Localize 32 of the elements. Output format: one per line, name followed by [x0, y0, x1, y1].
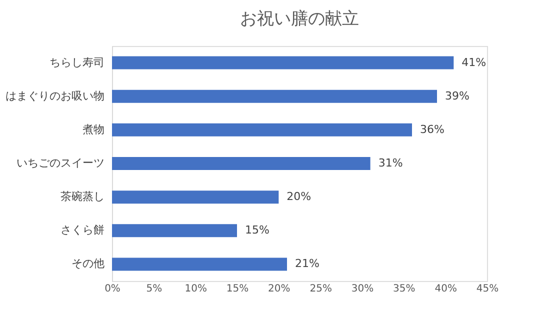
data-label: 20%: [286, 190, 312, 204]
data-label: 31%: [378, 156, 403, 170]
y-tick-label: ちらし寿司: [50, 56, 104, 69]
data-label: 41%: [462, 56, 486, 69]
y-tick-label: 茶碗蒸し: [60, 190, 104, 204]
bar: [112, 258, 287, 271]
y-tick-label: いちごのスイーツ: [16, 156, 104, 170]
x-tick-label: 35%: [393, 284, 416, 294]
data-label: 36%: [420, 122, 444, 136]
y-tick-label: その他: [72, 257, 104, 270]
data-label: 15%: [245, 224, 270, 237]
bar: [112, 90, 437, 103]
bar: [112, 224, 237, 238]
x-tick-label: 5%: [146, 284, 162, 294]
x-tick-label: 30%: [351, 284, 374, 294]
data-label: 39%: [445, 89, 470, 102]
x-tick-label: 0%: [104, 284, 120, 294]
bar: [112, 157, 370, 170]
x-tick-label: 45%: [476, 284, 499, 294]
x-tick-label: 20%: [268, 284, 290, 294]
bar: [112, 56, 454, 70]
bar: [112, 123, 412, 136]
x-tick-label: 40%: [434, 284, 457, 294]
x-tick-label: 25%: [310, 284, 332, 294]
y-tick-label: さくら餅: [60, 224, 104, 237]
y-tick-label: はまぐりのお吸い物: [6, 89, 104, 102]
y-tick-label: 煮物: [82, 122, 104, 136]
x-tick-label: 15%: [226, 284, 249, 294]
x-tick-label: 10%: [184, 284, 207, 294]
chart-title: お祝い膳の献立: [240, 9, 359, 29]
bar: [112, 190, 279, 204]
data-label: 21%: [295, 257, 320, 270]
